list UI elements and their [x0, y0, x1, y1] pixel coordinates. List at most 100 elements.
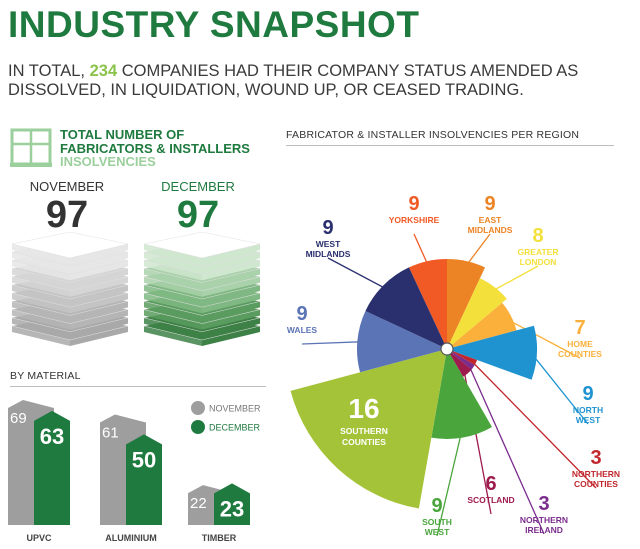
bar-december-value: 23	[220, 496, 244, 521]
intro-text: IN TOTAL, 234 COMPANIES HAD THEIR COMPAN…	[8, 62, 628, 100]
stack-sheet-left	[144, 301, 202, 322]
november-paper-stack-icon	[11, 232, 129, 346]
pie-leader-line	[490, 265, 539, 293]
pie-leader-line	[505, 317, 581, 359]
pie-label-name-line2: COUNTIES	[558, 349, 602, 359]
pie-leader-line	[470, 359, 597, 489]
stack-sheet-left	[12, 309, 70, 330]
pie-label-name: YORKSHIRE	[389, 215, 440, 225]
region-rule	[286, 145, 614, 146]
pie-leader-line	[464, 233, 491, 268]
pie-label-name: GREATER	[518, 247, 559, 257]
pie-slice-wales	[357, 310, 447, 373]
legend-swatch	[191, 420, 205, 434]
total-heading-line3: INSOLVENCIES	[60, 154, 156, 169]
legend-swatch	[191, 401, 205, 415]
bar-december-upvc	[34, 410, 70, 525]
december-label: DECEMBER	[161, 179, 235, 194]
pie-label-name: NORTHERN	[572, 469, 620, 479]
pie-label-value: 3	[538, 493, 549, 515]
stack-sheet-right	[202, 293, 260, 314]
december-total: 97	[176, 194, 220, 236]
pie-center-hub	[440, 342, 454, 356]
window-icon	[10, 128, 52, 167]
pie-label-name-line2: COUNTIES	[574, 479, 618, 489]
pie-label-name: EAST	[479, 215, 502, 225]
pie-label-value: 9	[322, 217, 333, 239]
intro-before: IN TOTAL,	[8, 62, 90, 80]
stack-sheet-right	[70, 285, 128, 305]
pie-label-name-line2: MIDLANDS	[306, 249, 351, 259]
pie-slice-yorkshire	[408, 259, 447, 349]
pie-slice-scotland	[447, 349, 472, 377]
stack-sheet-right	[202, 268, 260, 289]
pie-leader-line	[327, 257, 388, 291]
pie-label-name-line2: LONDON	[520, 257, 557, 267]
pie-label-value: 9	[431, 495, 442, 517]
pie-slice-north-west	[447, 325, 537, 380]
stack-sheet-top	[11, 232, 129, 259]
stack-sheet-right	[202, 285, 260, 305]
stack-sheet-left	[12, 326, 70, 346]
stack-sheet-left	[144, 268, 202, 289]
pie-label-value: 7	[574, 317, 585, 339]
stack-sheet-top	[143, 232, 261, 259]
pie-leader-line	[530, 352, 589, 425]
stack-sheet-left	[12, 252, 70, 273]
stack-sheet-right	[70, 326, 128, 346]
legend-label: DECEMBER	[209, 423, 261, 433]
intro-highlight-count: 234	[89, 62, 118, 80]
legend-label: NOVEMBER	[209, 404, 261, 414]
pie-label-value: 6	[485, 473, 496, 495]
stack-sheet-right	[70, 244, 128, 264]
stack-sheet-right	[202, 317, 260, 338]
pie-label-name: WALES	[287, 325, 318, 335]
pie-label-name-line2: MIDLANDS	[468, 225, 513, 235]
pie-slice-home-counties	[447, 302, 517, 349]
stack-sheet-left	[12, 260, 70, 281]
total-heading-line2: FABRICATORS & INSTALLERS	[60, 140, 250, 156]
material-chart-title: BY MATERIAL	[10, 370, 81, 382]
stack-sheet-left	[144, 244, 202, 264]
bar-november-value: 61	[102, 424, 119, 441]
pie-slice-west-midlands	[365, 267, 447, 349]
pie-label-name: SOUTHERN	[340, 426, 388, 436]
stack-sheet-left	[12, 276, 70, 297]
pie-slice-south-west	[431, 349, 492, 439]
intro-after: COMPANIES HAD THEIR COMPANY STATUS AMEND…	[8, 62, 579, 99]
pie-label-value: 9	[582, 383, 593, 405]
pie-label-value: 9	[408, 193, 419, 215]
page-title: INDUSTRY SNAPSHOT	[8, 4, 420, 45]
december-paper-stack-icon	[143, 232, 261, 346]
total-heading: TOTAL NUMBER OF FABRICATORS & INSTALLERS…	[60, 128, 250, 169]
pie-slice-northern-counties	[447, 349, 478, 365]
bar-december-value: 50	[132, 447, 156, 472]
stack-sheet-left	[12, 268, 70, 289]
bar-december-value: 63	[40, 424, 64, 449]
bar-category-label: ALUMINIUM	[105, 533, 157, 543]
stack-sheet-right	[70, 252, 128, 273]
pie-slice-east-midlands	[447, 259, 486, 349]
total-heading-line1: TOTAL NUMBER OF	[60, 127, 185, 142]
bar-december-aluminium	[126, 434, 162, 525]
pie-label-value: 16	[348, 393, 379, 424]
pie-leader-line	[467, 363, 545, 535]
bar-category-label: UPVC	[26, 533, 52, 543]
pie-leader-line	[301, 341, 364, 345]
pie-label-name: NORTH	[573, 405, 603, 415]
bar-december-timber	[214, 483, 250, 525]
pie-label-name: HOME	[567, 339, 593, 349]
material-rule	[10, 386, 266, 387]
bar-november-value: 69	[10, 410, 27, 427]
stack-sheet-right	[70, 309, 128, 330]
